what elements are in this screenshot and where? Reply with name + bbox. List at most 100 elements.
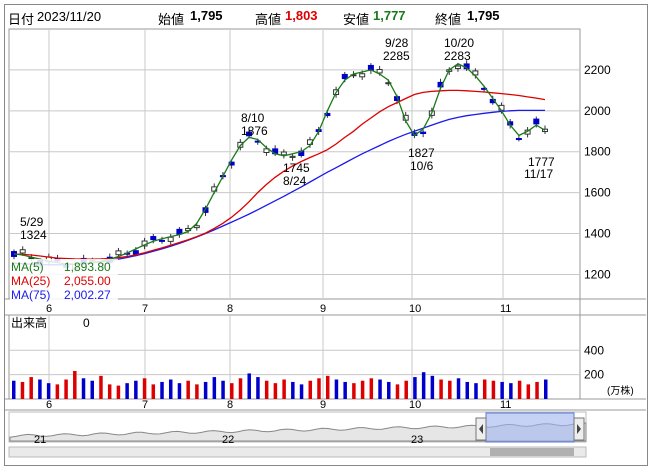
- volume-bar: [291, 381, 295, 399]
- volume-bar: [160, 381, 164, 399]
- open-value: 1,795: [190, 8, 223, 23]
- legend-ma25-value: 2,055.00: [64, 274, 111, 288]
- volume-bar: [544, 379, 548, 399]
- annotation-value: 2283: [444, 49, 471, 63]
- volume-bar: [474, 383, 478, 399]
- volume-bar: [317, 378, 321, 399]
- volume-bar: [177, 383, 182, 399]
- volume-bar: [134, 380, 138, 399]
- volume-bar: [99, 375, 103, 399]
- legend-ma75-name: MA(75): [11, 288, 50, 302]
- volume-bar: [491, 380, 496, 399]
- volume-bar: [12, 380, 16, 399]
- candle-body: [324, 112, 331, 117]
- price-tick-label: 1800: [584, 145, 611, 159]
- navigator-right-handle[interactable]: [573, 417, 585, 441]
- candle-body: [341, 73, 348, 80]
- volume-bar: [282, 379, 286, 399]
- candle-body: [132, 250, 139, 255]
- volume-bar: [20, 381, 25, 399]
- volume-bar: [125, 383, 129, 399]
- navigator-scrollbar[interactable]: [8, 446, 587, 458]
- candle-body: [359, 73, 366, 78]
- volume-bar: [465, 381, 470, 399]
- ma25-line: [13, 89, 546, 260]
- left-arrow-icon: [479, 424, 483, 434]
- month-label-volume: 9: [320, 399, 326, 411]
- price-tick-label: 2200: [584, 63, 611, 77]
- open-label: 始値: [158, 12, 185, 27]
- close-value: 1,795: [467, 8, 500, 23]
- volume-bar: [46, 383, 51, 399]
- candle-body: [542, 128, 548, 133]
- volume-bar: [195, 384, 199, 399]
- date-label: 日付: [8, 12, 35, 27]
- high-value: 1,803: [285, 8, 318, 23]
- range-navigator[interactable]: 21 22 23: [8, 411, 587, 458]
- legend-background: [10, 259, 118, 300]
- month-label-volume: 11: [500, 399, 511, 411]
- month-label: 9: [320, 303, 326, 315]
- annotation-value: 1324: [20, 228, 47, 242]
- candle-body: [115, 250, 122, 256]
- navigator-year-labels: 21 22 23: [34, 434, 423, 446]
- volume-bar: [535, 381, 539, 399]
- volume-bar: [369, 378, 374, 399]
- date-value: 2023/11/20: [37, 9, 102, 24]
- candlesticks: [11, 60, 548, 273]
- volume-bar: [73, 370, 77, 399]
- volume-bar: [90, 380, 94, 399]
- volume-bar: [387, 381, 391, 399]
- volume-bar: [238, 378, 243, 399]
- low-label: 安値: [343, 12, 370, 27]
- volume-value: 0: [83, 316, 90, 330]
- candle-body: [263, 148, 270, 153]
- moving-average-lines: [13, 63, 546, 266]
- volume-bar: [334, 379, 339, 399]
- ma5-line: [13, 63, 546, 265]
- close-label: 終値: [435, 12, 462, 27]
- month-label: 11: [500, 303, 511, 315]
- annotation-value: 1827: [408, 146, 435, 160]
- navigator-left-handle[interactable]: [475, 417, 487, 441]
- navigator-year-label: 22: [222, 434, 234, 446]
- candle-body: [420, 131, 427, 135]
- volume-bar: [29, 377, 33, 399]
- price-tick-label: 1400: [584, 227, 611, 241]
- volume-bar: [55, 384, 60, 399]
- candle-body: [167, 236, 174, 242]
- volume-bar: [247, 373, 251, 399]
- volume-bar: [378, 379, 382, 399]
- candle-body: [515, 138, 522, 141]
- volume-bar: [325, 375, 330, 399]
- annotation-value: 1876: [241, 124, 268, 138]
- volume-bar: [482, 379, 487, 399]
- volume-bar: [38, 379, 42, 399]
- navigator-year-label: 23: [411, 434, 423, 446]
- volume-bar: [168, 379, 173, 399]
- annotation-date: 10/6: [410, 159, 434, 173]
- annotation-date: 10/20: [444, 36, 474, 50]
- ma75-line: [13, 109, 545, 266]
- month-label: 10: [409, 303, 421, 315]
- month-label-volume: 7: [142, 399, 148, 411]
- navigator-scrollbar-thumb[interactable]: [490, 448, 574, 456]
- candle-body: [289, 155, 296, 158]
- volume-bar: [404, 380, 408, 399]
- volume-bar: [81, 378, 86, 399]
- annotation-value: 1777: [528, 155, 555, 169]
- high-label: 高値: [255, 12, 282, 27]
- candle-body: [158, 239, 165, 242]
- price-header: 日付 2023/11/20 始値 1,795 高値 1,803 安値 1,777…: [5, 5, 645, 27]
- navigator-selection[interactable]: [485, 412, 575, 443]
- month-label: 6: [46, 303, 52, 315]
- annotation-value: 1745: [283, 161, 310, 175]
- candle-body: [280, 151, 287, 156]
- month-label-volume: 10: [409, 399, 421, 411]
- volume-bar: [360, 380, 365, 399]
- volume-tick-label: 400: [584, 343, 604, 357]
- price-tick-label: 2000: [584, 104, 611, 118]
- volume-bar: [230, 383, 234, 399]
